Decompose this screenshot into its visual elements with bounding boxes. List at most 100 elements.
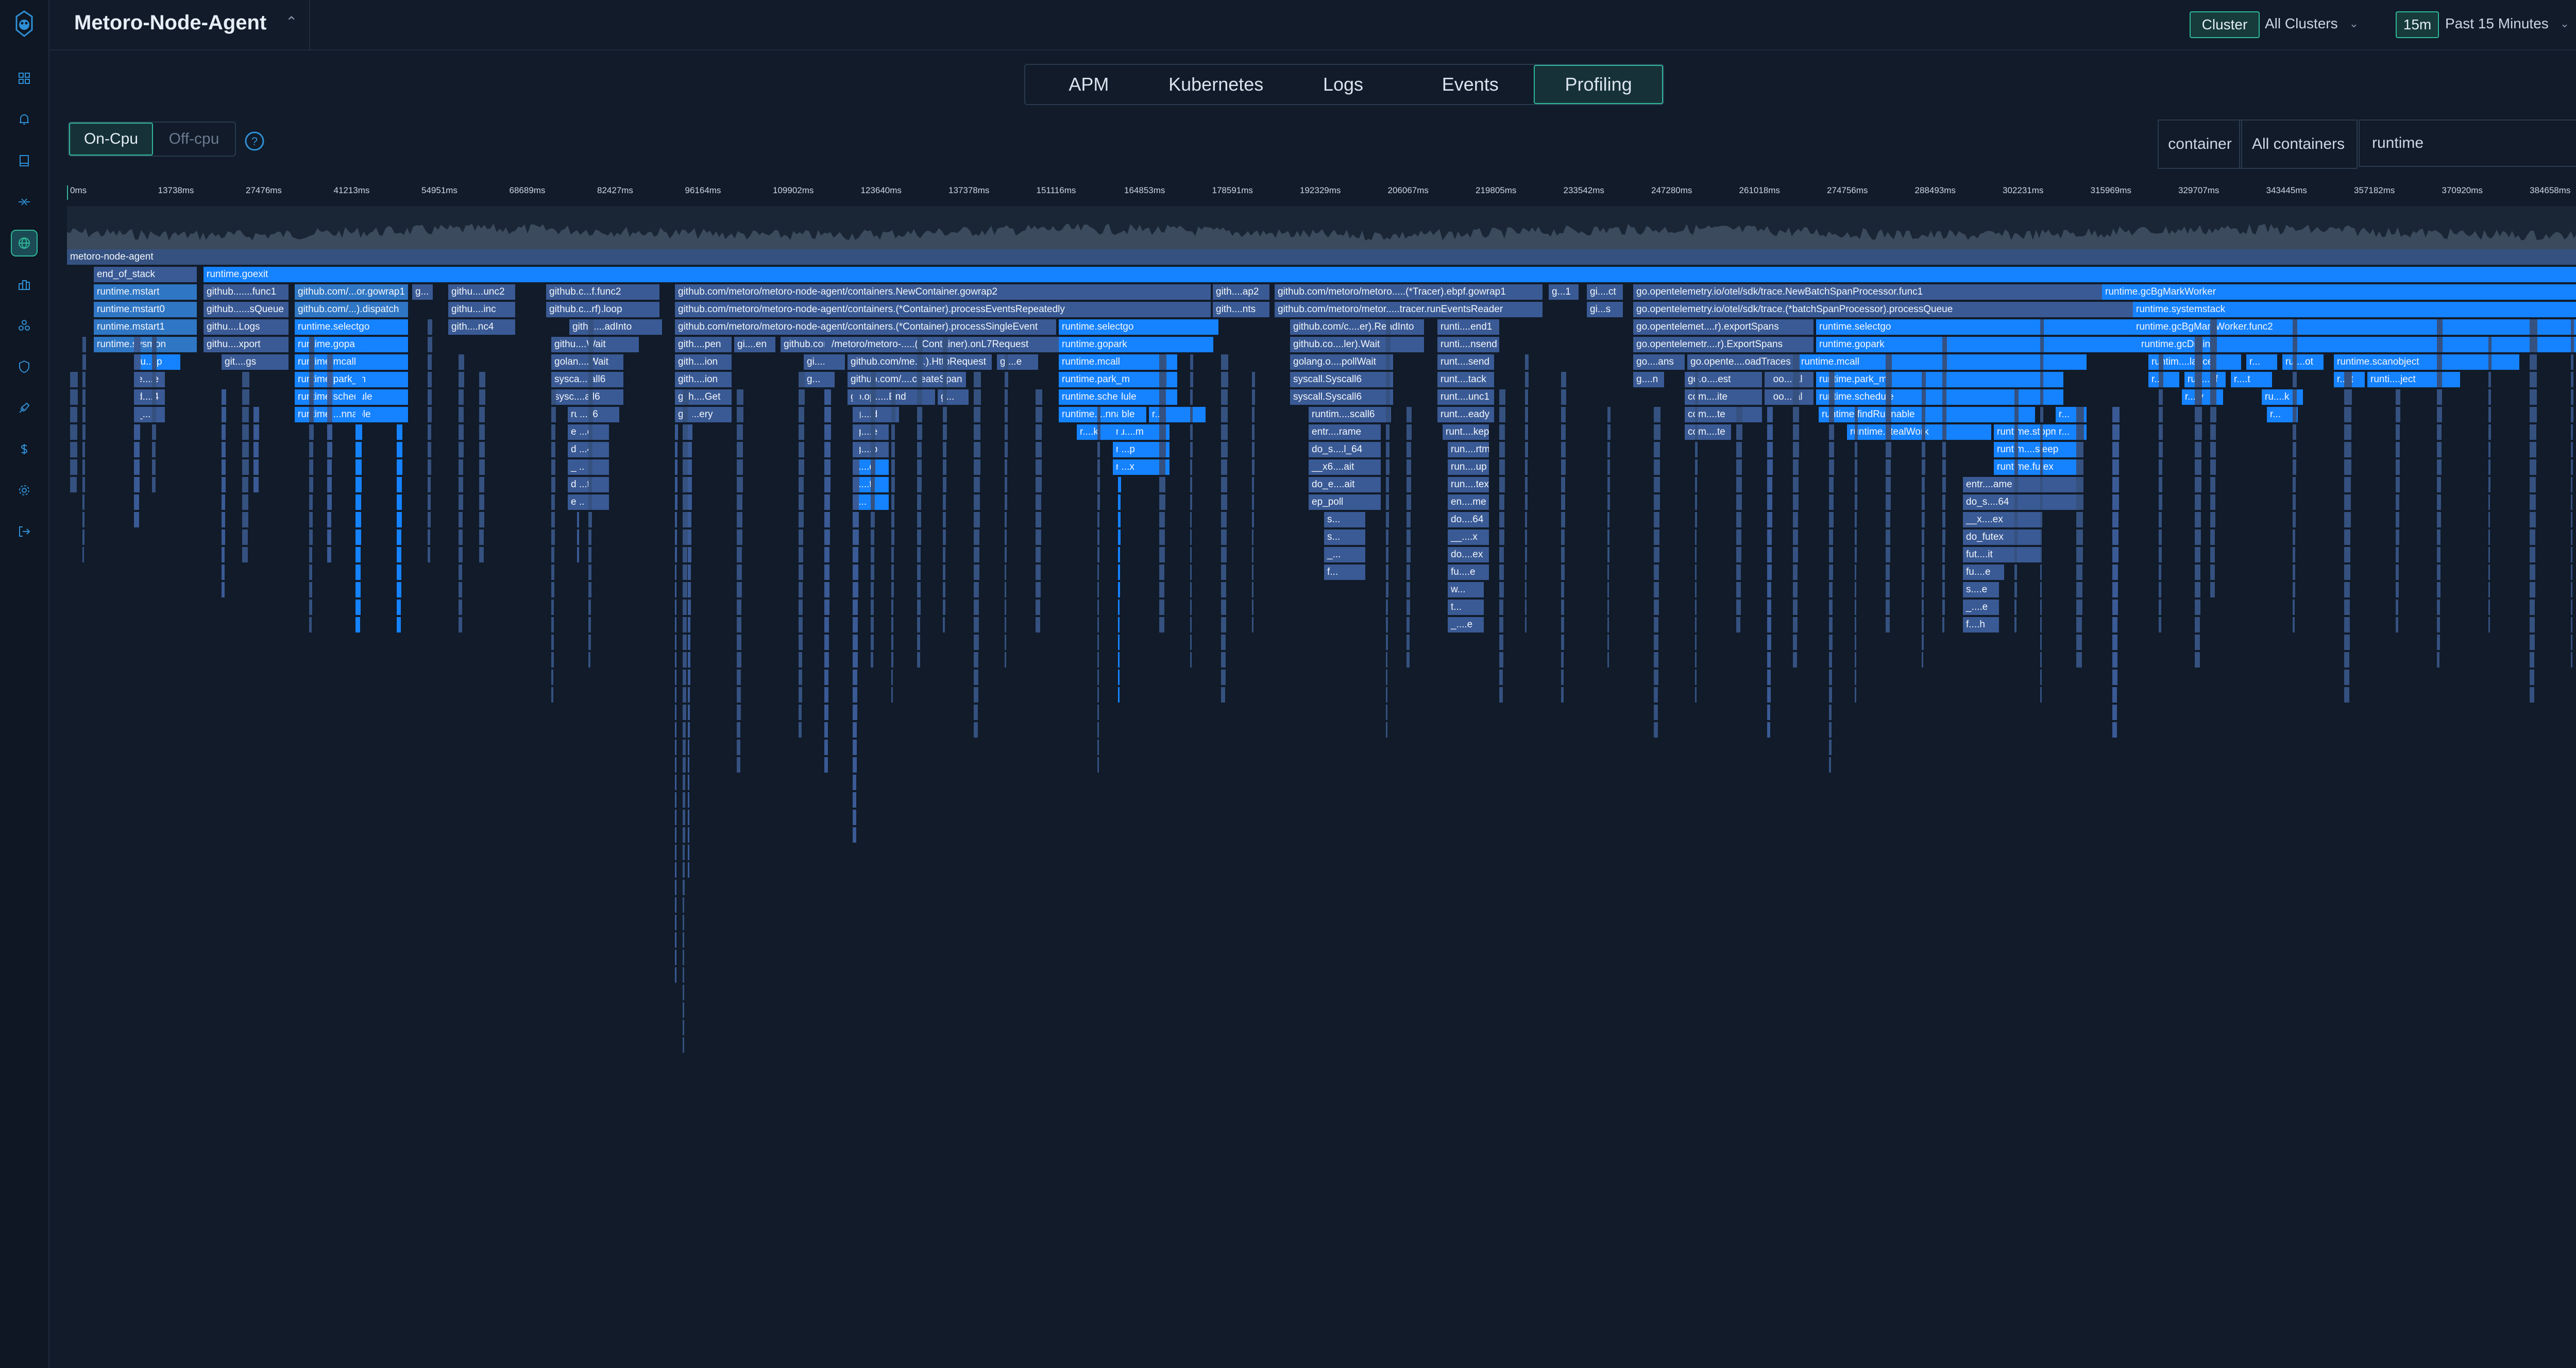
flame-frame[interactable] <box>1855 635 1856 650</box>
flame-frame[interactable] <box>737 389 743 405</box>
flame-frame[interactable] <box>1097 670 1099 685</box>
deploy-icon[interactable] <box>12 396 37 420</box>
flame-frame[interactable] <box>1654 687 1658 703</box>
flame-frame[interactable] <box>1654 670 1658 685</box>
flame-frame[interactable] <box>1695 459 1698 475</box>
flame-frame[interactable] <box>1561 442 1566 457</box>
flame-frame[interactable] <box>459 494 463 510</box>
flame-frame[interactable] <box>1829 722 1832 738</box>
flame-frame[interactable] <box>1005 652 1006 668</box>
flame-frame[interactable] <box>1406 512 1411 527</box>
flame-frame[interactable] <box>683 897 685 913</box>
flame-frame[interactable] <box>134 407 140 422</box>
flame-frame[interactable] <box>2571 494 2572 510</box>
flame-frame[interactable] <box>974 424 981 440</box>
flame-frame[interactable] <box>1767 494 1772 510</box>
flame-frame[interactable] <box>2293 442 2296 457</box>
flame-frame[interactable] <box>799 459 804 475</box>
flame-frame[interactable] <box>1118 652 1120 668</box>
flame-frame[interactable] <box>2040 529 2042 545</box>
flame-frame[interactable] <box>683 880 685 895</box>
flame-frame[interactable] <box>688 775 689 790</box>
flame-frame[interactable] <box>917 512 921 527</box>
flame-frame[interactable] <box>2210 547 2215 562</box>
flame-frame[interactable] <box>2195 337 2202 352</box>
flame-frame[interactable] <box>683 810 685 825</box>
flame-frame[interactable] <box>2530 617 2535 632</box>
flame-frame[interactable] <box>917 459 922 475</box>
flame-frame[interactable] <box>1767 652 1771 668</box>
flame-frame[interactable] <box>2488 547 2490 562</box>
flame-frame[interactable] <box>479 477 485 492</box>
flame-frame[interactable] <box>688 459 692 475</box>
flame-frame[interactable] <box>824 652 829 668</box>
flame-frame[interactable] <box>2159 617 2161 632</box>
flame-frame[interactable] <box>309 337 314 352</box>
flame-frame[interactable] <box>1221 459 1228 475</box>
flame-frame[interactable] <box>1654 442 1660 457</box>
flame-frame[interactable]: end_of_stack <box>94 267 197 282</box>
flame-frame[interactable] <box>1190 617 1192 632</box>
flame-frame[interactable]: go.opentelemetr....r).ExportSpans <box>1633 337 1814 352</box>
flame-frame[interactable] <box>1855 494 1857 510</box>
flame-frame[interactable] <box>853 547 859 562</box>
flame-frame[interactable] <box>683 477 688 492</box>
flame-frame[interactable] <box>891 687 893 703</box>
flame-frame[interactable] <box>355 459 362 475</box>
flame-frame[interactable] <box>2530 600 2535 615</box>
flame-frame[interactable] <box>551 582 554 597</box>
flame-frame[interactable] <box>853 529 859 545</box>
flame-frame[interactable]: github.com/...or.gowrap1 <box>295 284 408 300</box>
flame-frame[interactable]: githu....unc2 <box>448 284 515 300</box>
flame-frame[interactable] <box>688 600 691 615</box>
flame-frame[interactable]: golan....Wait <box>551 354 623 370</box>
flame-frame[interactable] <box>1159 407 1166 422</box>
flame-frame[interactable] <box>1097 442 1100 457</box>
flame-frame[interactable] <box>2195 652 2200 668</box>
flame-frame[interactable] <box>737 617 742 632</box>
flame-frame[interactable] <box>675 967 676 983</box>
flame-frame[interactable] <box>1829 494 1834 510</box>
flame-frame[interactable] <box>799 389 805 405</box>
flame-frame[interactable] <box>1886 529 1890 545</box>
flame-frame[interactable] <box>853 512 859 527</box>
flame-frame[interactable] <box>2396 600 2399 615</box>
flame-frame[interactable] <box>1736 459 1742 475</box>
flame-frame[interactable] <box>917 337 923 352</box>
flame-frame[interactable] <box>1386 337 1391 352</box>
flame-frame[interactable] <box>1886 477 1891 492</box>
flame-frame[interactable] <box>688 477 692 492</box>
flame-frame[interactable]: github.com/...).dispatch <box>295 302 408 317</box>
flame-frame[interactable] <box>1221 529 1227 545</box>
flame-frame[interactable] <box>853 670 858 685</box>
flame-frame[interactable] <box>1386 389 1390 405</box>
flame-frame[interactable] <box>2530 687 2534 703</box>
flame-frame[interactable] <box>82 389 86 405</box>
flame-frame[interactable] <box>253 477 259 492</box>
flame-frame[interactable] <box>675 880 676 895</box>
flame-frame[interactable] <box>917 635 920 650</box>
flame-frame[interactable] <box>688 529 691 545</box>
flame-frame[interactable] <box>588 582 591 597</box>
flame-frame[interactable] <box>1793 600 1798 615</box>
flame-frame[interactable] <box>2159 565 2162 580</box>
flame-frame[interactable] <box>891 389 895 405</box>
flame-frame[interactable] <box>82 494 85 510</box>
flame-frame[interactable] <box>688 862 689 878</box>
flame-frame[interactable]: go.opentelemetry.io/otel/sdk/trace.(*bat… <box>1633 302 2154 317</box>
flame-frame[interactable] <box>1252 529 1254 545</box>
flame-frame[interactable] <box>2195 477 2201 492</box>
flame-frame[interactable] <box>1386 477 1389 492</box>
flame-frame[interactable] <box>1005 635 1006 650</box>
flame-frame[interactable] <box>428 424 432 440</box>
flame-frame[interactable] <box>1097 740 1099 755</box>
flame-frame[interactable] <box>479 529 484 545</box>
flame-frame[interactable] <box>824 354 832 370</box>
flame-frame[interactable] <box>134 512 139 527</box>
flame-frame[interactable] <box>943 442 947 457</box>
flame-frame[interactable] <box>1561 600 1565 615</box>
flame-frame[interactable] <box>327 477 332 492</box>
flame-frame[interactable] <box>1525 424 1528 440</box>
flame-frame[interactable] <box>974 722 978 738</box>
flame-frame[interactable] <box>2344 372 2352 387</box>
